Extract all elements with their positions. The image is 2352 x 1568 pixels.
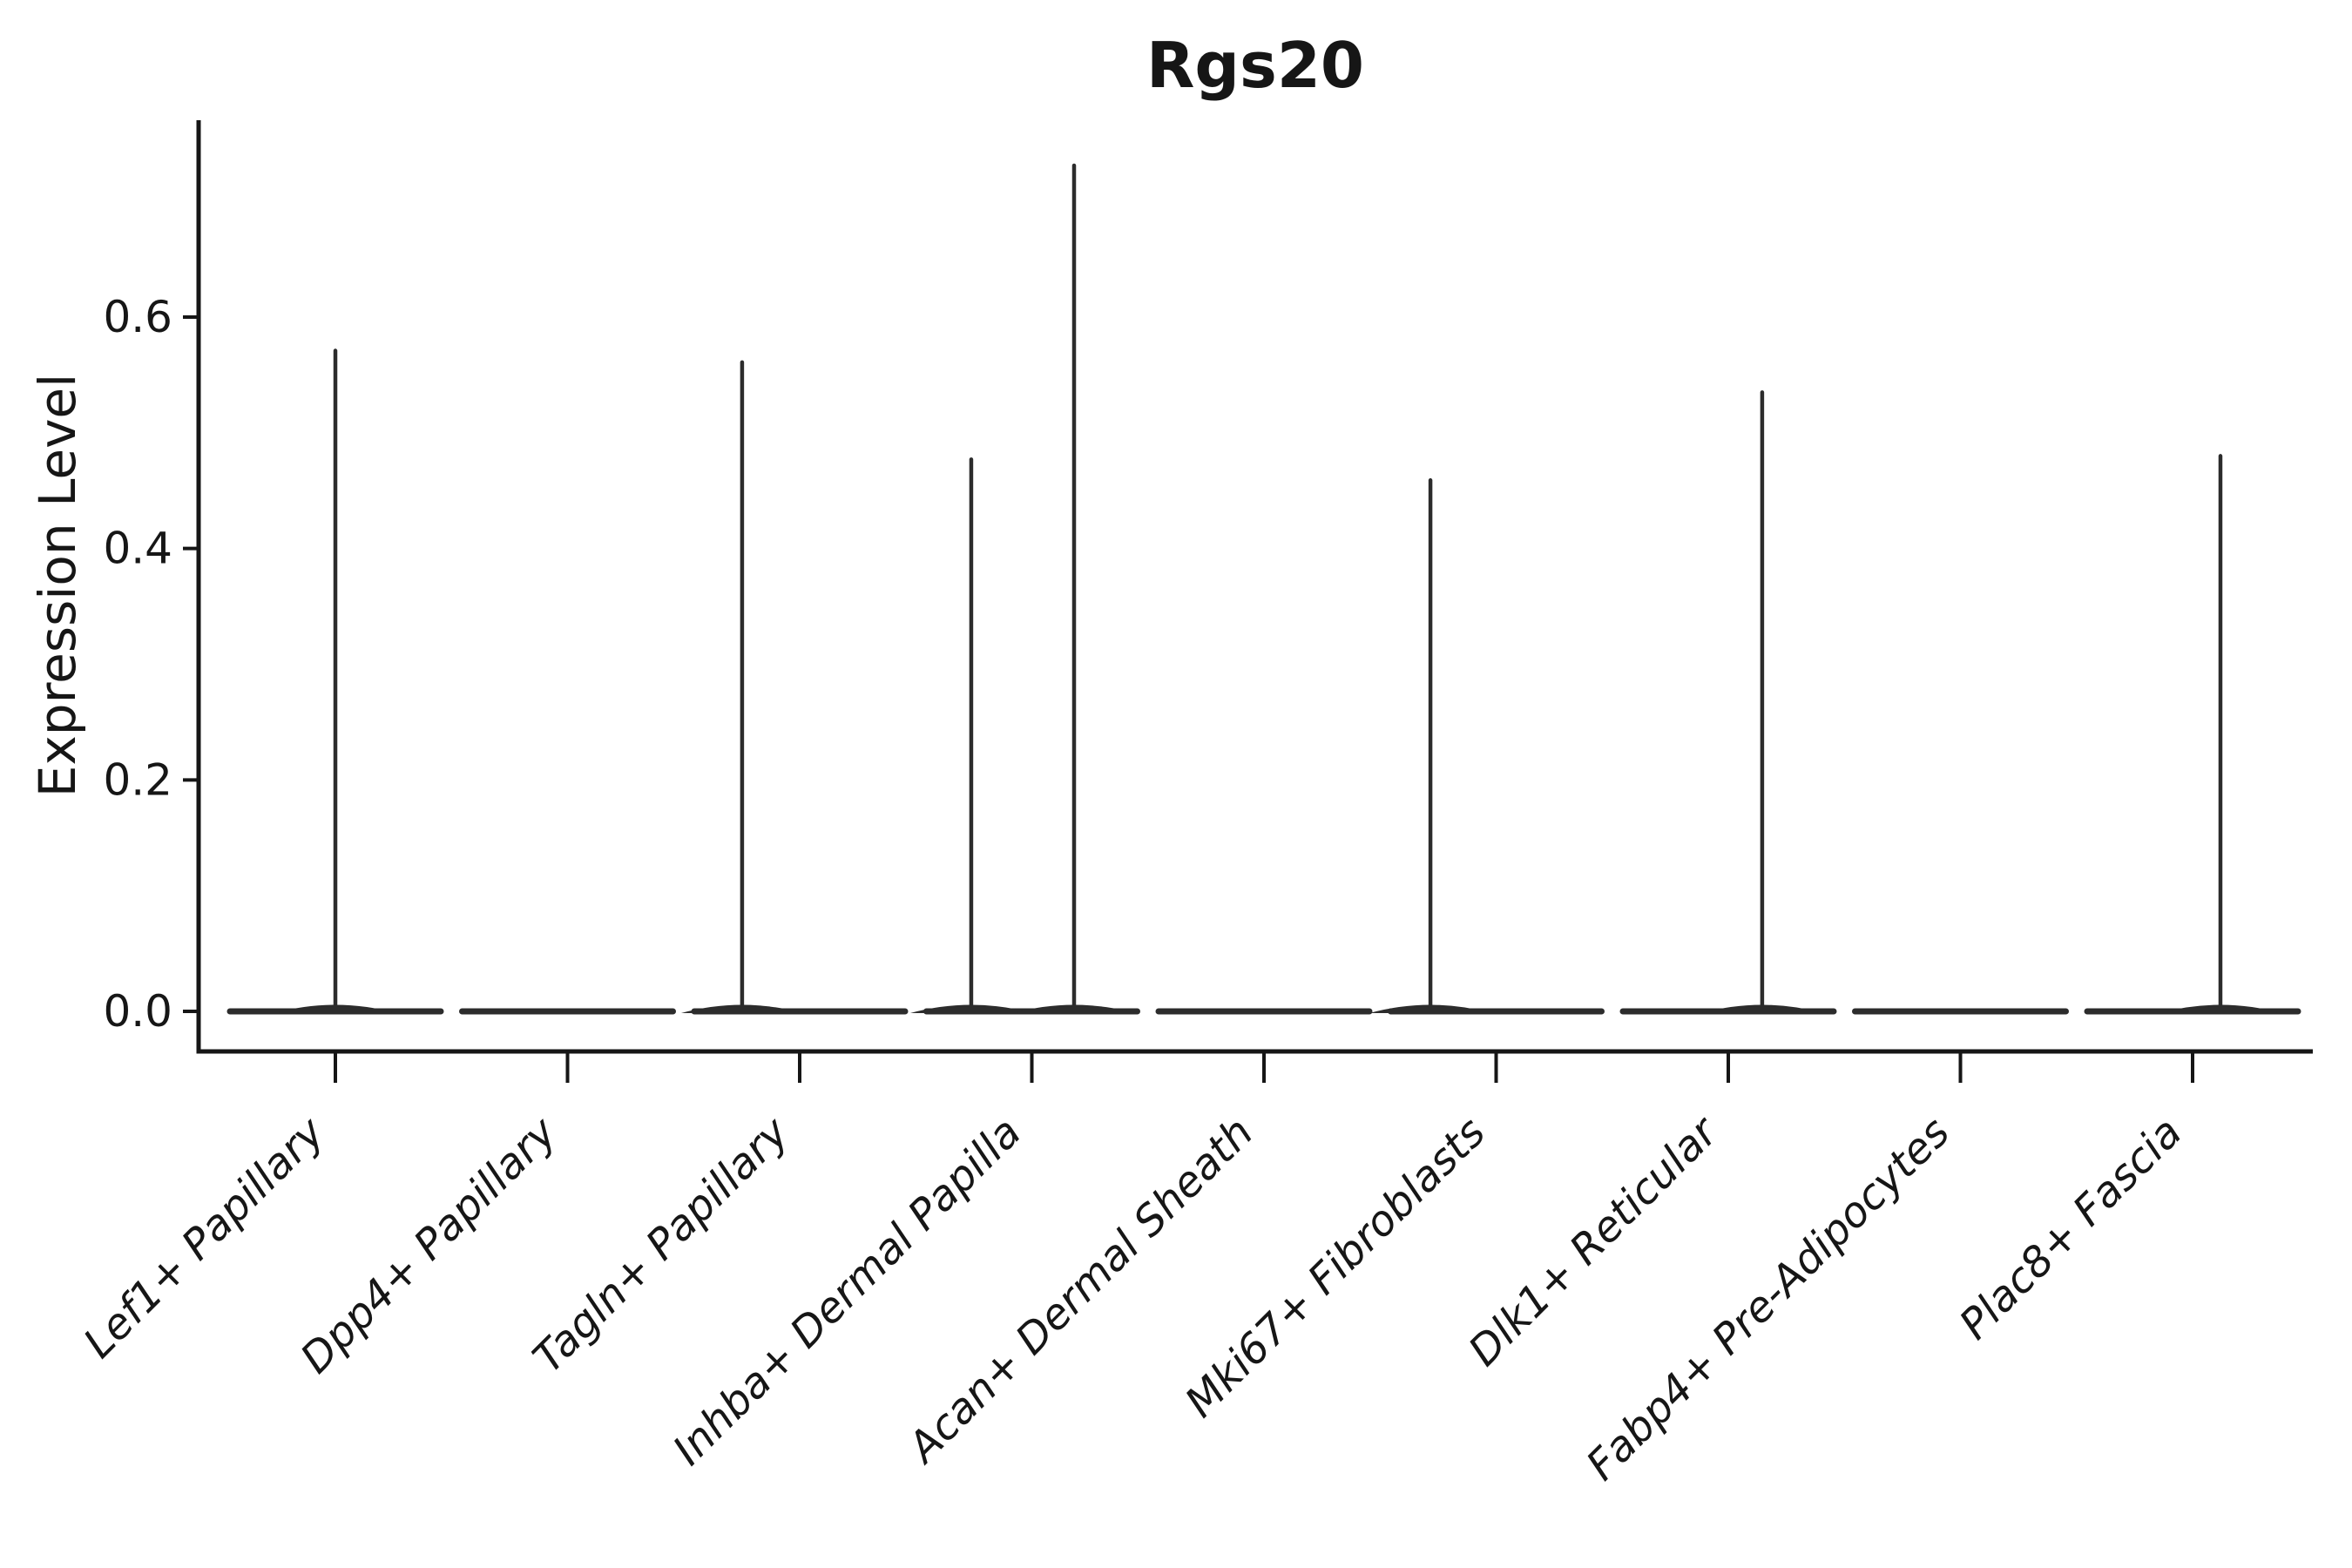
- violins: [226, 163, 2301, 1015]
- y-tick-label: 0.0: [103, 986, 172, 1037]
- violin: [680, 360, 909, 1015]
- violin: [909, 163, 1140, 1015]
- y-tick-label: 0.2: [103, 754, 172, 805]
- y-axis-ticks: 0.0 0.2 0.4 0.6: [103, 292, 199, 1037]
- y-tick-label: 0.6: [103, 292, 172, 342]
- y-tick-label: 0.4: [103, 524, 172, 574]
- violin: [226, 348, 444, 1015]
- violin: [2084, 454, 2301, 1015]
- chart-title: Rgs20: [1146, 29, 1364, 102]
- violin: [1619, 390, 1837, 1015]
- y-axis-label: Expression Level: [28, 374, 87, 797]
- violin: [1369, 478, 1605, 1015]
